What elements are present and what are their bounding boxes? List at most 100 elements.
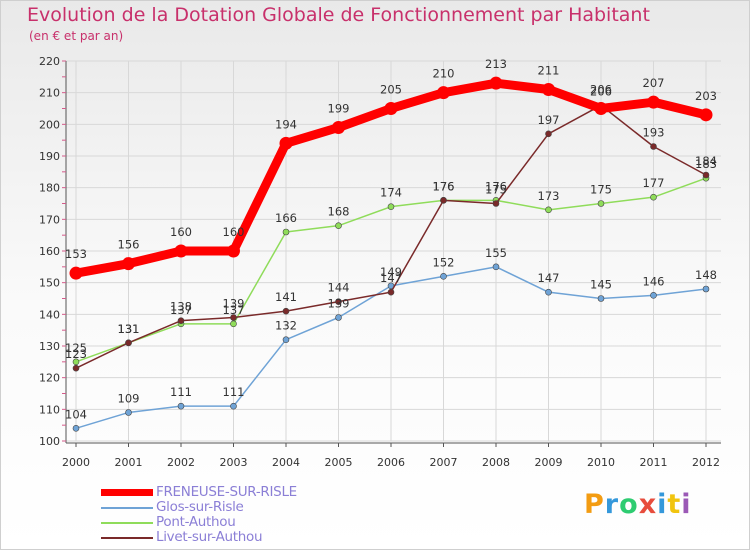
data-point	[437, 86, 450, 100]
data-point	[174, 244, 188, 258]
y-tick-label: 130	[39, 340, 60, 353]
logo-letter: P	[584, 489, 605, 520]
data-point	[335, 314, 342, 321]
y-tick-label: 100	[39, 435, 60, 448]
y-tick-label: 180	[39, 182, 60, 195]
data-label: 149	[380, 265, 402, 279]
legend-item-pont: Pont-Authou	[101, 515, 401, 530]
data-label: 199	[328, 102, 350, 116]
data-point	[69, 266, 83, 280]
data-label: 104	[65, 407, 87, 421]
data-label: 153	[65, 247, 87, 261]
data-label: 144	[328, 281, 350, 295]
data-label: 145	[590, 278, 612, 292]
data-label: 207	[643, 76, 665, 90]
data-label: 137	[223, 303, 245, 317]
data-labels: 104 109 111 111 132 139 149 152 155 147 145 146 148 1…	[65, 57, 717, 421]
x-tick-label: 2004	[272, 456, 300, 469]
y-tick-label: 140	[39, 308, 60, 321]
data-point	[545, 288, 552, 296]
x-tick-label: 2011	[640, 456, 668, 469]
x-tick-label: 2003	[220, 456, 248, 469]
data-point	[594, 102, 608, 115]
data-point	[545, 206, 552, 214]
data-point	[387, 203, 395, 210]
data-label: 138	[170, 300, 192, 314]
data-point	[650, 193, 657, 201]
data-point	[125, 339, 132, 347]
data-point	[125, 409, 132, 416]
y-tick-label: 120	[39, 372, 60, 385]
y-tick-label: 150	[39, 277, 60, 290]
legend-swatch	[101, 522, 153, 524]
data-label: 111	[170, 385, 192, 399]
data-label: 205	[380, 83, 402, 97]
chart-title: Evolution de la Dotation Globale de Fonc…	[27, 4, 650, 26]
data-label: 109	[118, 392, 140, 406]
data-point	[545, 130, 552, 138]
series-lines	[69, 76, 713, 432]
data-point	[282, 307, 290, 315]
data-label: 184	[695, 154, 717, 168]
data-label: 173	[538, 189, 560, 203]
data-label: 146	[643, 274, 665, 288]
x-tick-label: 2001	[115, 456, 143, 469]
data-point	[335, 222, 342, 229]
y-tick-label: 200	[39, 118, 60, 131]
data-label: 152	[433, 255, 455, 269]
legend-label: Livet-sur-Authou	[156, 529, 263, 545]
data-label: 132	[275, 319, 297, 333]
legend-item-glos: Glos-sur-Risle	[101, 500, 401, 515]
data-label: 131	[118, 322, 140, 336]
data-label: 168	[328, 205, 350, 219]
data-point	[542, 83, 555, 96]
data-point	[332, 121, 345, 134]
legend-label: Glos-sur-Risle	[156, 499, 244, 515]
data-label: 177	[643, 176, 665, 190]
data-point	[72, 364, 80, 372]
chart-subtitle: (en € et par an)	[29, 29, 124, 43]
data-label: 137	[170, 303, 192, 317]
data-label: 175	[590, 183, 612, 197]
data-label: 147	[538, 271, 560, 285]
logo-letter: t	[667, 489, 682, 520]
data-label: 125	[65, 341, 87, 355]
legend-label: FRENEUSE-SUR-RISLE	[156, 484, 297, 500]
data-point	[650, 292, 657, 299]
data-point	[492, 263, 500, 271]
data-point	[72, 425, 80, 432]
data-label: 213	[485, 57, 507, 71]
data-label: 155	[485, 246, 507, 260]
x-tick-label: 2006	[377, 456, 405, 469]
data-point	[440, 273, 447, 280]
y-tick-label: 190	[39, 150, 60, 163]
x-tick-label: 2005	[325, 456, 353, 469]
data-label: 160	[170, 225, 192, 239]
x-tick-label: 2012	[692, 456, 720, 469]
data-label: 193	[643, 126, 665, 140]
data-label: 176	[433, 179, 455, 193]
data-point	[387, 288, 395, 296]
x-tick-label: 2000	[62, 456, 90, 469]
data-point	[335, 298, 342, 305]
data-point	[384, 102, 398, 115]
x-tick-label: 2008	[482, 456, 510, 469]
data-label: 147	[380, 271, 402, 285]
legend-swatch	[101, 537, 153, 539]
logo-letter: o	[619, 489, 639, 520]
data-label: 156	[118, 238, 140, 252]
data-label: 211	[538, 64, 560, 78]
logo-letter: i	[681, 489, 692, 520]
logo-letter: i	[657, 489, 668, 520]
data-label: 194	[275, 117, 297, 131]
data-point	[699, 108, 713, 122]
data-point	[282, 228, 290, 236]
data-label: 139	[328, 297, 350, 311]
data-label: 123	[65, 347, 87, 361]
x-tick-label: 2010	[587, 456, 615, 469]
data-label: 160	[223, 225, 245, 239]
data-label: 176	[433, 179, 455, 193]
data-point	[440, 197, 447, 204]
